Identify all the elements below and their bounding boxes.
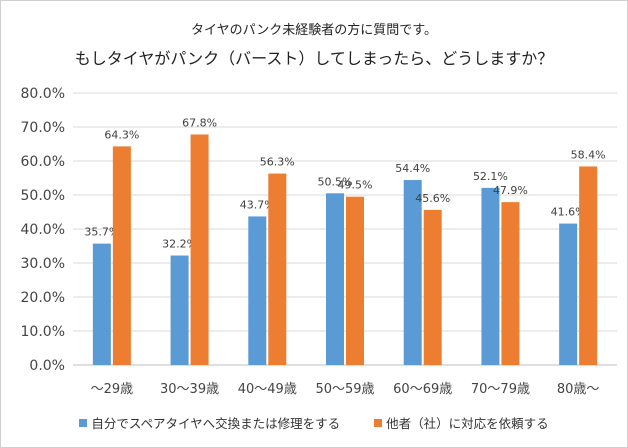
bar — [403, 180, 422, 365]
chart-title: タイヤのパンク未経験者の方に質問です。 — [191, 23, 437, 38]
y-tick-label: 10.0% — [21, 324, 65, 340]
data-label: 50.5% — [318, 175, 353, 188]
data-label: 47.9% — [493, 184, 528, 197]
data-label: 56.3% — [260, 156, 295, 169]
y-tick-label: 30.0% — [21, 256, 65, 272]
data-label: 67.8% — [182, 116, 217, 129]
y-tick-label: 80.0% — [21, 86, 65, 102]
data-label: 64.3% — [104, 128, 139, 141]
bar — [170, 255, 189, 365]
legend-label-self: 自分でスペアタイヤへ交換または修理をする — [91, 416, 341, 431]
data-label: 52.1% — [473, 170, 508, 183]
bar — [579, 166, 598, 365]
legend-swatch-self — [79, 418, 88, 427]
bar — [112, 146, 131, 365]
x-tick-label: 70〜79歳 — [471, 382, 530, 397]
bar — [326, 193, 344, 365]
data-label: 41.6% — [551, 206, 586, 219]
chart-subtitle: もしタイヤがパンク（バースト）してしまったら、どうしますか？ — [74, 49, 554, 68]
data-label: 35.7% — [84, 226, 119, 239]
y-tick-label: 40.0% — [21, 222, 65, 238]
data-label: 32.2% — [162, 238, 197, 251]
bar — [481, 187, 500, 365]
bar — [268, 173, 287, 365]
bar — [501, 202, 520, 365]
x-tick-label: 60〜69歳 — [393, 382, 452, 397]
x-tick-label: 50〜59歳 — [315, 382, 374, 397]
legend-item-others: 他者（社）に対応を依頼する — [374, 413, 549, 432]
bar — [92, 243, 111, 365]
legend-item-self: 自分でスペアタイヤへ交換または修理をする — [79, 413, 340, 432]
data-label: 58.4% — [571, 148, 606, 161]
bar — [559, 223, 578, 365]
bar — [248, 216, 267, 365]
y-tick-label: 0.0% — [29, 358, 65, 374]
x-tick-label: 40〜49歳 — [238, 382, 297, 397]
y-tick-label: 60.0% — [21, 154, 65, 170]
bar — [423, 209, 442, 365]
bar — [190, 134, 209, 365]
data-label: 43.7% — [240, 198, 275, 211]
y-tick-label: 70.0% — [21, 120, 65, 136]
data-label: 54.4% — [395, 162, 430, 175]
bar — [346, 196, 364, 365]
x-tick-label: 30〜39歳 — [160, 382, 219, 397]
y-tick-label: 50.0% — [21, 188, 65, 204]
data-label: 45.6% — [415, 192, 450, 205]
legend-label-others: 他者（社）に対応を依頼する — [386, 416, 549, 431]
y-tick-label: 20.0% — [21, 290, 65, 306]
data-label: 49.5% — [338, 179, 373, 192]
x-tick-label: 〜29歳 — [91, 382, 134, 397]
chart-legend: 自分でスペアタイヤへ交換または修理をする 他者（社）に対応を依頼する — [1, 413, 627, 432]
legend-swatch-others — [374, 418, 383, 427]
x-tick-label: 80歳〜 — [557, 382, 600, 397]
